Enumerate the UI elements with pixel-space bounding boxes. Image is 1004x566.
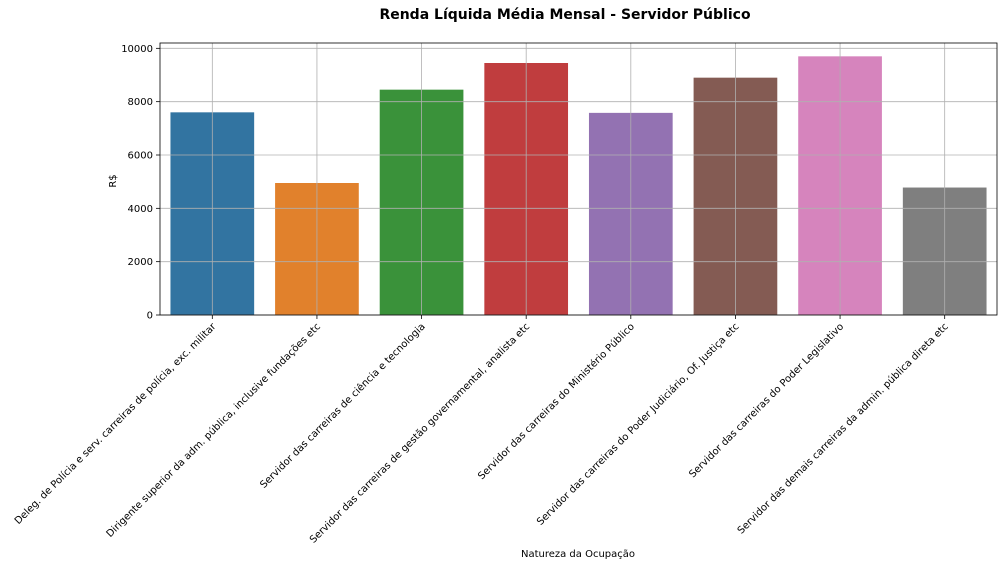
y-tick-label: 10000 xyxy=(121,44,153,55)
y-tick-label: 8000 xyxy=(128,97,153,108)
x-tick-label: Servidor das carreiras do Poder Judiciár… xyxy=(534,321,741,528)
y-axis-label: R$ xyxy=(108,174,119,187)
y-tick-label: 4000 xyxy=(128,204,153,215)
axes-frame xyxy=(159,42,998,316)
y-tick-label: 0 xyxy=(147,311,153,322)
x-tick-label: Servidor das carreiras de gestão governa… xyxy=(308,321,532,545)
x-axis-label: Natureza da Ocupação xyxy=(521,549,635,560)
chart-title: Renda Líquida Média Mensal - Servidor Pú… xyxy=(379,7,751,23)
x-tick-label: Servidor das demais carreiras da admin. … xyxy=(735,321,951,537)
y-tick-label: 6000 xyxy=(128,151,153,162)
x-tick-label: Deleg. de Polícia e serv. carreiras de p… xyxy=(12,320,219,527)
x-tick-label: Dirigente superior da adm. pública, incl… xyxy=(104,321,323,540)
plot-area: 0 2000 4000 6000 8000 10000 Deleg. de Polícia … xyxy=(12,42,998,546)
x-tick-label: Servidor das carreiras de ciência e tecn… xyxy=(258,321,428,491)
y-tick-label: 2000 xyxy=(128,257,153,268)
